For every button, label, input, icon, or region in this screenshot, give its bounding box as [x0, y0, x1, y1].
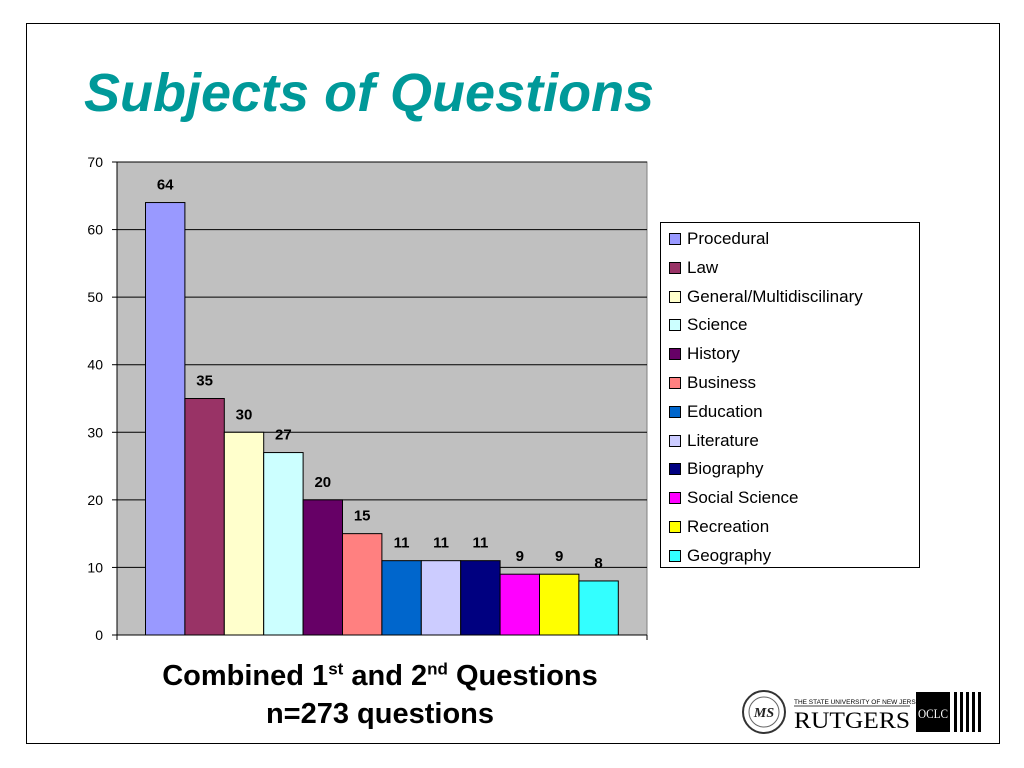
legend-label: Social Science [687, 488, 799, 508]
legend-item: History [669, 344, 740, 364]
oclc-logo-text: OCLC [918, 706, 948, 721]
caption-text-c: Questions [447, 660, 598, 692]
legend-swatch [669, 377, 681, 389]
legend-label: History [687, 344, 740, 364]
y-tick-label: 40 [87, 357, 103, 373]
bar-value-label: 8 [594, 555, 602, 572]
legend-item: Literature [669, 431, 759, 451]
bar [499, 573, 541, 636]
caption-sup-2: nd [427, 659, 448, 679]
chart-caption: Combined 1st and 2nd Questions n=273 que… [100, 657, 660, 733]
bar-value-label: 15 [354, 508, 371, 525]
rutgers-logo-text: RUTGERS [794, 708, 910, 733]
bar [184, 398, 225, 636]
y-tick-label: 60 [87, 222, 103, 238]
bar-value-label: 30 [236, 406, 253, 423]
bar [460, 560, 501, 636]
caption-line-1: Combined 1st and 2nd Questions [100, 657, 660, 695]
bar [578, 580, 619, 636]
bar-value-label: 27 [275, 427, 292, 444]
rutgers-small-text: THE STATE UNIVERSITY OF NEW JERSEY [794, 699, 925, 706]
bar [381, 560, 422, 636]
legend-label: Recreation [687, 517, 770, 536]
bar [302, 499, 344, 636]
legend-swatch [669, 233, 681, 245]
legend-label: Biography [687, 459, 764, 479]
legend-swatch [669, 492, 681, 505]
logos: MS THE STATE UNIVERSITY OF NEW JERSEY RU… [742, 690, 981, 734]
legend-swatch [669, 463, 681, 476]
svg-text:MS: MS [753, 706, 774, 721]
legend-swatch [669, 434, 681, 447]
legend-swatch [669, 549, 681, 562]
legend-item: Education [669, 402, 763, 422]
bar-value-label: 35 [196, 373, 213, 390]
legend-label: Procedural [687, 229, 770, 248]
legend-label: Science [687, 315, 748, 335]
bar [145, 202, 186, 636]
legend-label: Law [687, 257, 719, 277]
legend-swatch [669, 290, 681, 303]
bar [263, 452, 304, 636]
chart-legend: Procedural Law General/Multidiscilinary Sci… [660, 222, 920, 568]
bar-value-label: 64 [157, 177, 174, 194]
legend-swatch [669, 348, 681, 361]
bar-value-label: 11 [433, 535, 449, 552]
seal-logo: MS [742, 690, 786, 734]
caption-text-b: and 2 [343, 660, 428, 692]
bar-value-label: 9 [516, 548, 524, 565]
caption-line-2: n=273 questions [265, 698, 495, 730]
legend-item: Biography [669, 459, 764, 479]
legend-item: Social Science [669, 488, 799, 508]
y-tick-label: 30 [87, 424, 103, 440]
legend-swatch [669, 261, 681, 274]
bar-value-label: 20 [314, 474, 331, 491]
legend-swatch [669, 319, 681, 332]
legend-swatch [669, 405, 681, 418]
legend-item: General/Multidiscilinary [669, 287, 863, 307]
slide-frame [26, 23, 1000, 744]
bar-value-label: 11 [394, 535, 410, 552]
bar [342, 533, 383, 636]
caption-text-a: Combined 1 [162, 660, 329, 692]
legend-item: Geography [669, 546, 771, 566]
legend-item: Business [669, 373, 756, 393]
y-tick-label: 70 [87, 154, 103, 170]
y-tick-label: 10 [87, 559, 103, 575]
bar [223, 431, 265, 636]
slide-title: Subjects of Questions [84, 63, 655, 123]
legend-label: Education [687, 401, 763, 421]
legend-item: Science [669, 315, 747, 335]
oclc-logo: OCLC [916, 692, 981, 732]
bar [420, 560, 462, 636]
legend-item: Law [669, 258, 718, 278]
legend-item: Procedural [669, 229, 769, 249]
bar-value-label: 11 [472, 535, 488, 552]
y-tick-label: 20 [87, 492, 103, 508]
caption-sup-1: st [328, 659, 344, 679]
legend-swatch [669, 521, 681, 533]
bar-value-label: 9 [555, 548, 563, 565]
bar [539, 573, 580, 636]
y-tick-label: 50 [87, 289, 103, 305]
legend-label: Literature [687, 430, 759, 450]
legend-item: Recreation [669, 517, 769, 537]
y-tick-label: 0 [95, 627, 103, 643]
legend-label: Business [687, 373, 756, 392]
legend-label: General/Multidiscilinary [687, 286, 863, 306]
legend-label: Geography [687, 545, 772, 565]
